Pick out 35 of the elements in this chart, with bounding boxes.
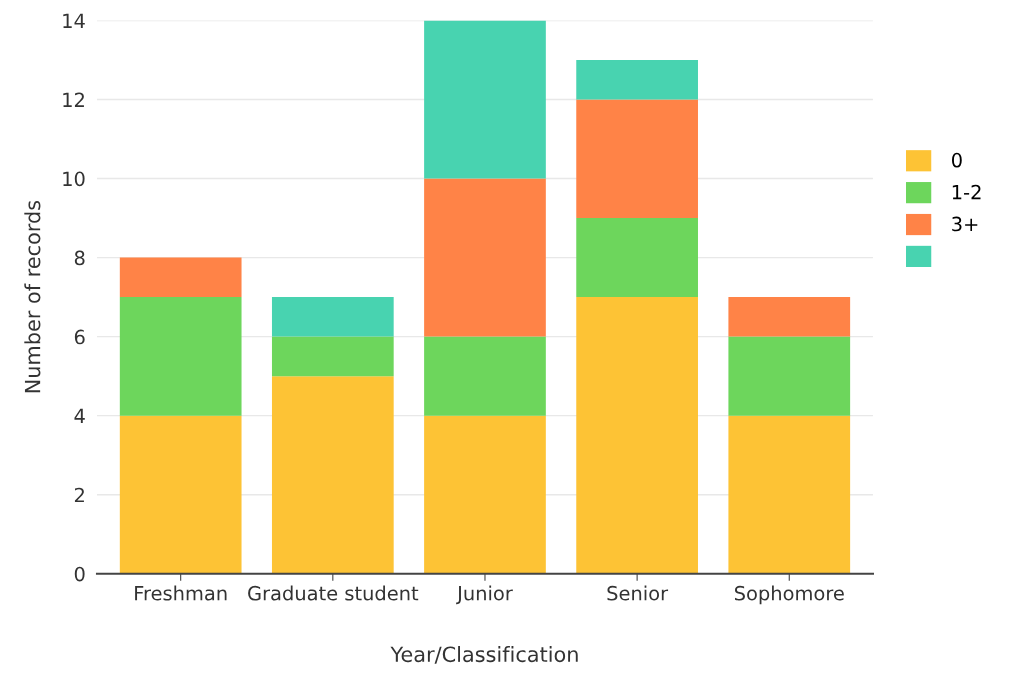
y-tick-label: 8 [74, 250, 85, 266]
bar [728, 336, 851, 416]
x-tick-label: Senior [607, 585, 669, 601]
bar [728, 297, 851, 337]
y-tick-label: 12 [63, 92, 84, 107]
bar [576, 60, 698, 100]
bar [119, 257, 242, 298]
bar [576, 218, 698, 298]
x-tick-label: Sophomore [734, 585, 844, 605]
bar [576, 297, 698, 574]
y-tick-label: 2 [74, 487, 84, 503]
bar [576, 99, 698, 219]
y-tick-label: 0 [74, 566, 85, 582]
legend-label: 0 [951, 152, 962, 168]
bar [424, 20, 546, 179]
bar [424, 415, 546, 574]
y-tick-label: 4 [74, 408, 85, 424]
legend-label: 3+ [952, 216, 978, 232]
x-tick-label: Junior [456, 585, 513, 605]
bar [271, 336, 394, 377]
y-tick-label: 14 [63, 13, 85, 28]
bar [424, 178, 546, 337]
x-axis-title: Year/Classification [390, 646, 578, 664]
legend-label: 1-2 [952, 184, 981, 200]
y-axis-title: Number of records [24, 200, 41, 393]
bar [728, 415, 851, 574]
y-tick-label: 10 [63, 171, 85, 187]
y-tick-label: 6 [74, 329, 85, 345]
bar [424, 336, 546, 416]
bar [119, 297, 242, 416]
bar [271, 376, 394, 574]
x-tick-label: Freshman [135, 585, 227, 601]
bar [119, 415, 242, 574]
x-tick-label: Graduate student [248, 585, 419, 601]
bar [271, 297, 394, 337]
